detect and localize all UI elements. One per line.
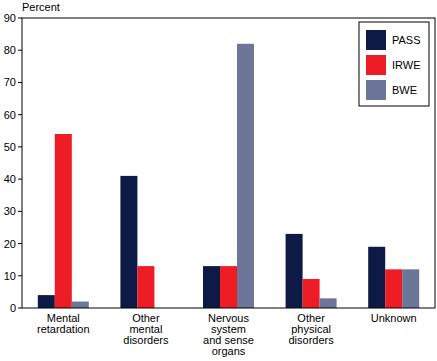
y-tick: [18, 50, 22, 51]
x-tick-label: Othermentaldisorders: [123, 312, 169, 346]
y-tick-label: 20: [4, 238, 16, 250]
y-tick: [18, 146, 22, 147]
x-tick-label: Otherphysicaldisorders: [288, 312, 334, 346]
y-axis-label: Percent: [22, 1, 60, 13]
legend: PASS IRWE BWE: [359, 22, 429, 106]
bar: [137, 266, 154, 308]
chart-container: Percent 0 10 20 30 40 50 60 70 80 90 Mentalretardat…: [0, 0, 437, 361]
y-tick-label: 80: [4, 44, 16, 56]
legend-swatch: [366, 80, 386, 100]
y-tick-label: 40: [4, 173, 16, 185]
y-tick-label: 50: [4, 141, 16, 153]
y-tick: [18, 211, 22, 212]
bar: [320, 298, 337, 308]
legend-label: IRWE: [392, 59, 421, 71]
bar: [38, 295, 55, 308]
y-tick-label: 90: [4, 12, 16, 24]
y-tick: [18, 179, 22, 180]
y-tick-label: 70: [4, 76, 16, 88]
bar: [55, 134, 72, 308]
legend-label: PASS: [392, 34, 421, 46]
y-tick: [18, 82, 22, 83]
bar: [286, 234, 303, 308]
bar: [402, 269, 419, 308]
bar: [368, 247, 385, 308]
y-tick: [18, 114, 22, 115]
bar: [220, 266, 237, 308]
y-tick-label: 10: [4, 270, 16, 282]
legend-swatch: [366, 55, 386, 75]
legend-label: BWE: [392, 84, 417, 96]
bar: [72, 302, 89, 308]
y-tick: [18, 18, 22, 19]
y-tick: [18, 308, 22, 309]
x-tick-label: Mentalretardation: [37, 312, 90, 335]
y-tick: [18, 275, 22, 276]
bar: [237, 44, 254, 308]
y-tick: [18, 243, 22, 244]
bar: [203, 266, 220, 308]
legend-swatch: [366, 30, 386, 50]
bar: [303, 279, 320, 308]
bar: [385, 269, 402, 308]
y-tick-label: 30: [4, 205, 16, 217]
legend-box: [359, 22, 429, 106]
x-tick-label: Nervoussystemand senseorgans: [203, 312, 254, 357]
y-tick-label: 0: [10, 302, 16, 314]
x-tick-label: Unknown: [371, 312, 417, 324]
bar: [120, 176, 137, 308]
chart: Percent 0 10 20 30 40 50 60 70 80 90 Mentalretardat…: [0, 0, 437, 361]
plot-frame: [22, 18, 435, 308]
y-tick-label: 60: [4, 109, 16, 121]
